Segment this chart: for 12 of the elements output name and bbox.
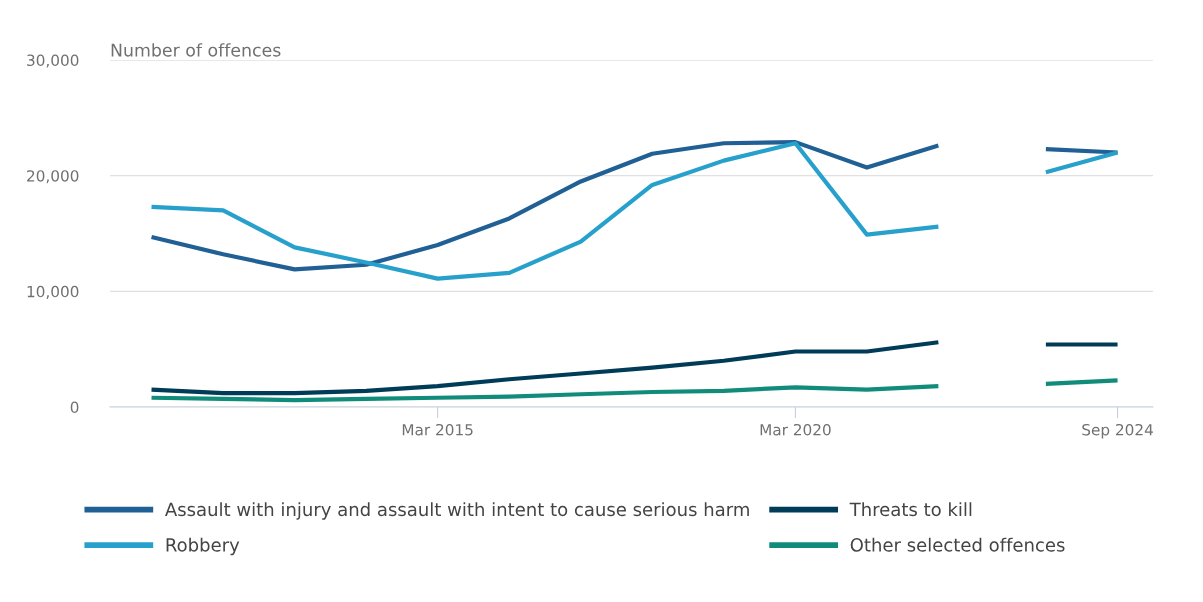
y-tick-label: 10,000 (27, 285, 79, 299)
legend-label: Other selected offences (850, 537, 1065, 552)
y-tick-label: 20,000 (27, 170, 79, 184)
legend-label: Assault with injury and assault with intent to cause serious harm (165, 502, 749, 520)
legend-label: Threats to kill (849, 502, 972, 517)
x-tick-label: Sep 2024 (1082, 423, 1153, 439)
x-tick-label: Mar 2015 (402, 423, 473, 436)
x-tick-label: Mar 2020 (760, 423, 831, 436)
legend-label: Robbery (166, 537, 240, 556)
y-axis-title: Number of offences (111, 43, 281, 57)
y-tick-label: 0 (70, 401, 79, 414)
y-tick-label: 30,000 (27, 54, 79, 68)
